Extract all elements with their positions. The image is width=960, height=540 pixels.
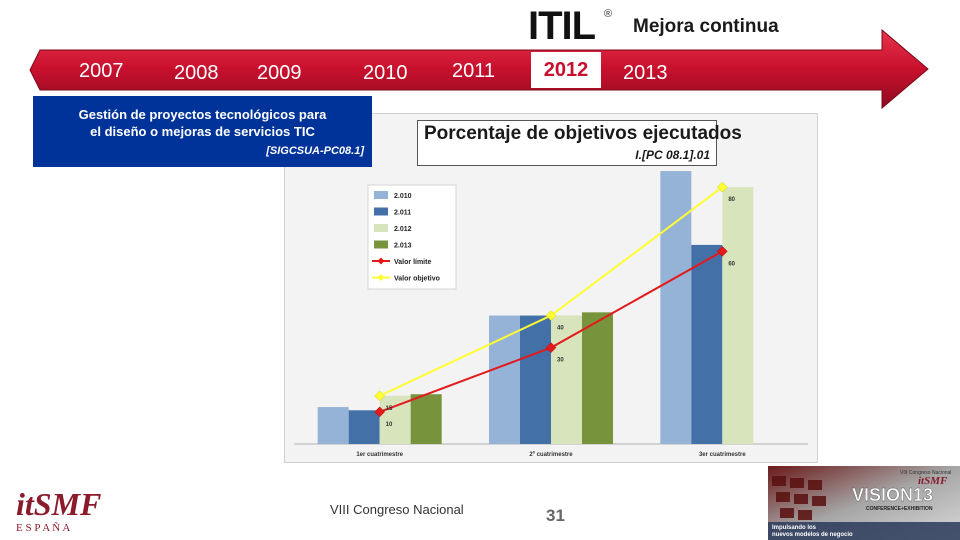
legend-swatch-1 bbox=[374, 191, 388, 199]
chart-title-box: Porcentaje de objetivos ejecutados I.[PC… bbox=[417, 120, 742, 166]
bar-2012-2 bbox=[551, 315, 582, 444]
legend-label-5: Valor límite bbox=[394, 259, 431, 266]
banner-brand: itSMF bbox=[918, 475, 948, 487]
bar-2011-3 bbox=[691, 244, 723, 444]
banner-tagline-1: Impulsando los bbox=[772, 525, 817, 531]
bar-2011-2 bbox=[520, 315, 551, 444]
bar-2013-2 bbox=[582, 312, 613, 444]
callout-line1: Gestión de proyectos tecnológicos para bbox=[78, 107, 327, 122]
timeline-year-2011: 2011 bbox=[452, 60, 496, 82]
itil-logo-reg: ® bbox=[604, 8, 613, 20]
data-label-objetivo-3: 80 bbox=[728, 197, 735, 203]
timeline-year-2013: 2013 bbox=[623, 62, 668, 84]
legend-box bbox=[367, 184, 457, 290]
page-number: 31 bbox=[546, 506, 565, 525]
page-title: Mejora continua bbox=[633, 16, 779, 37]
legend-label-2: 2.011 bbox=[394, 210, 411, 217]
chart-plot: 10 30 60 15 40 80 1er cuatrimestre 2º cuatrimes… bbox=[294, 171, 808, 458]
bar-2012-3 bbox=[722, 187, 754, 444]
itil-logo: ITIL ® bbox=[528, 6, 618, 46]
data-label-objetivo-2: 40 bbox=[557, 326, 564, 332]
timeline-year-2008: 2008 bbox=[174, 62, 219, 84]
vision13-banner: VIII Congreso Nacional itSMF VISION13 CO… bbox=[768, 466, 960, 540]
legend-label-1: 2.010 bbox=[394, 193, 412, 200]
legend-marker-6 bbox=[377, 274, 385, 281]
banner-subtitle: CONFERENCE+EXHIBITION bbox=[866, 506, 933, 512]
legend-swatch-3 bbox=[374, 224, 388, 232]
category-label-2: 2º cuatrimestre bbox=[529, 452, 573, 458]
itil-logo-text: ITIL bbox=[528, 4, 596, 48]
timeline-year-2009: 2009 bbox=[257, 62, 302, 84]
legend-swatch-2 bbox=[374, 207, 388, 216]
timeline-year-active: 2012 bbox=[531, 52, 601, 88]
bar-2012-1 bbox=[379, 395, 411, 444]
marker-objetivo-2 bbox=[545, 310, 557, 321]
callout-line2: el diseño o mejoras de servicios TIC bbox=[90, 124, 315, 139]
banner-tagline-2: nuevos modelos de negocio bbox=[772, 532, 853, 538]
itsmf-logo-text: itSMF bbox=[16, 486, 101, 522]
callout-reference: [SIGCSUA-PC08.1] bbox=[266, 145, 364, 157]
itsmf-logo: itSMF E S P A Ñ A bbox=[16, 486, 101, 534]
bar-2010-2 bbox=[489, 315, 520, 444]
chart-title: Porcentaje de objetivos ejecutados bbox=[424, 123, 742, 144]
project-callout: Gestión de proyectos tecnológicos para e… bbox=[33, 96, 372, 167]
timeline-arrow bbox=[29, 28, 929, 110]
category-label-1: 1er cuatrimestre bbox=[356, 452, 403, 458]
banner-title: VISION13 bbox=[852, 485, 933, 505]
timeline-year-2007: 2007 bbox=[79, 60, 124, 82]
timeline-year-2010: 2010 bbox=[363, 62, 408, 84]
legend-marker-5 bbox=[377, 257, 385, 265]
bar-2010-3 bbox=[660, 171, 692, 445]
footer-congress-label: VIII Congreso Nacional bbox=[330, 502, 464, 517]
category-label-3: 3er cuatrimestre bbox=[699, 452, 746, 458]
bar-2011-1 bbox=[348, 410, 380, 444]
marker-objetivo-1 bbox=[374, 390, 386, 402]
data-label-objetivo-1: 15 bbox=[386, 406, 393, 412]
legend-label-3: 2.012 bbox=[394, 226, 412, 233]
legend-label-6: Valor objetivo bbox=[394, 276, 440, 283]
marker-limite-3 bbox=[716, 245, 728, 257]
bar-2010-1 bbox=[317, 407, 349, 444]
legend-swatch-4 bbox=[374, 240, 388, 249]
data-label-limite-2: 30 bbox=[557, 358, 564, 364]
banner-top-text: VIII Congreso Nacional bbox=[900, 470, 951, 476]
data-label-limite-3: 60 bbox=[728, 261, 735, 267]
itsmf-logo-country: E S P A Ñ A bbox=[16, 522, 70, 534]
marker-limite-2 bbox=[545, 342, 557, 354]
chart-subtitle: I.[PC 08.1].01 bbox=[635, 148, 710, 162]
marker-limite-1 bbox=[374, 406, 386, 418]
bar-2013-1 bbox=[410, 394, 442, 444]
marker-objetivo-3 bbox=[716, 181, 728, 193]
legend-label-4: 2.013 bbox=[394, 243, 412, 250]
data-label-limite-1: 10 bbox=[386, 422, 393, 428]
